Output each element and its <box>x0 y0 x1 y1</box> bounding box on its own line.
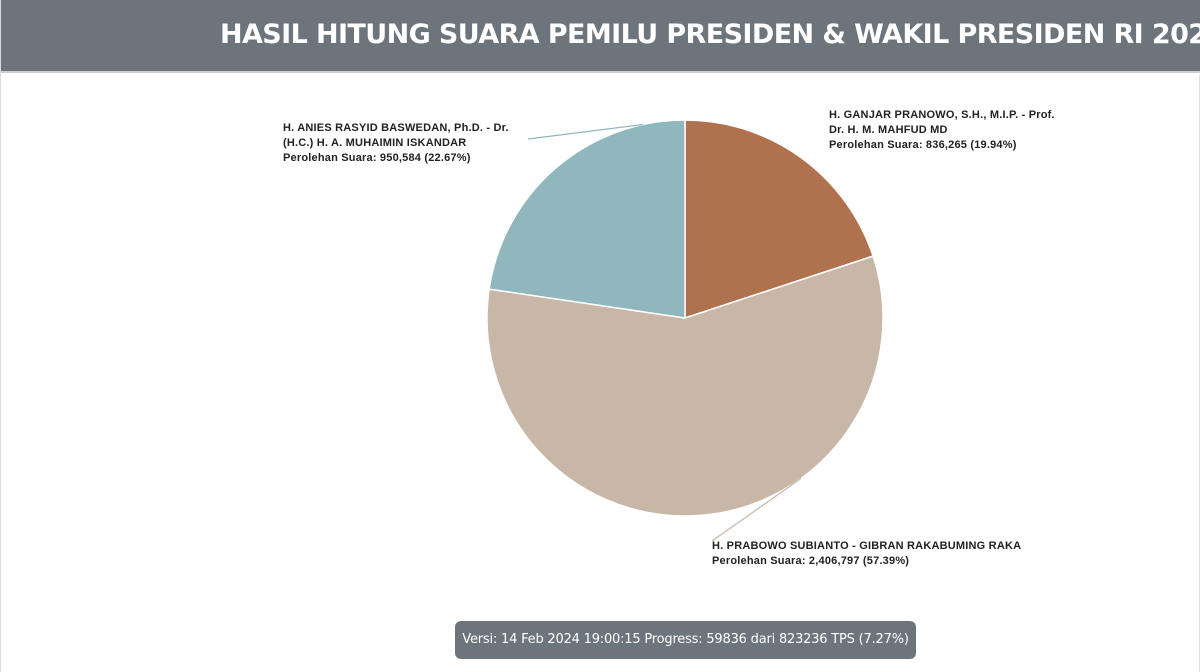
pie-label-2: H. PRABOWO SUBIANTO - GIBRAN RAKABUMING … <box>712 540 1021 567</box>
leader-line-3 <box>527 123 644 140</box>
pie-label-votes: Perolehan Suara: 950,584 (22.67%) <box>283 152 471 164</box>
pie-labels: H. GANJAR PRANOWO, S.H., M.I.P. - Prof. D… <box>283 109 1055 567</box>
pie-slice-3[interactable] <box>488 119 686 319</box>
pie-label-candidate-line: H. PRABOWO SUBIANTO - GIBRAN RAKABUMING … <box>712 540 1021 552</box>
pie-slice-2[interactable] <box>486 255 884 517</box>
leader-line-2 <box>711 477 802 542</box>
pie-label-1: H. GANJAR PRANOWO, S.H., M.I.P. - Prof. D… <box>829 109 1055 151</box>
pie-label-candidate-line: (H.C.) H. A. MUHAIMIN ISKANDAR <box>283 137 466 149</box>
pie-label-candidate-line: H. GANJAR PRANOWO, S.H., M.I.P. - Prof. <box>829 109 1055 121</box>
pie-slice-1[interactable] <box>684 119 875 320</box>
pie-label-votes: Perolehan Suara: 2,406,797 (57.39%) <box>712 555 909 567</box>
pie-label-candidate-line: Dr. H. M. MAHFUD MD <box>829 124 948 136</box>
pie-label-3: H. ANIES RASYID BASWEDAN, Ph.D. - Dr. (H.… <box>283 122 509 164</box>
pie-label-candidate-line: H. ANIES RASYID BASWEDAN, Ph.D. - Dr. <box>283 122 509 134</box>
page-title: HASIL HITUNG SUARA PEMILU PRESIDEN & WAK… <box>220 19 1200 50</box>
version-progress-badge: Versi: 14 Feb 2024 19:00:15 Progress: 59… <box>455 621 916 659</box>
pie-label-votes: Perolehan Suara: 836,265 (19.94%) <box>829 139 1017 151</box>
header-bar: HASIL HITUNG SUARA PEMILU PRESIDEN & WAK… <box>1 0 1200 73</box>
pie-leader-lines <box>527 123 802 542</box>
version-progress-text: Versi: 14 Feb 2024 19:00:15 Progress: 59… <box>462 632 909 647</box>
pie-slices <box>486 119 884 517</box>
